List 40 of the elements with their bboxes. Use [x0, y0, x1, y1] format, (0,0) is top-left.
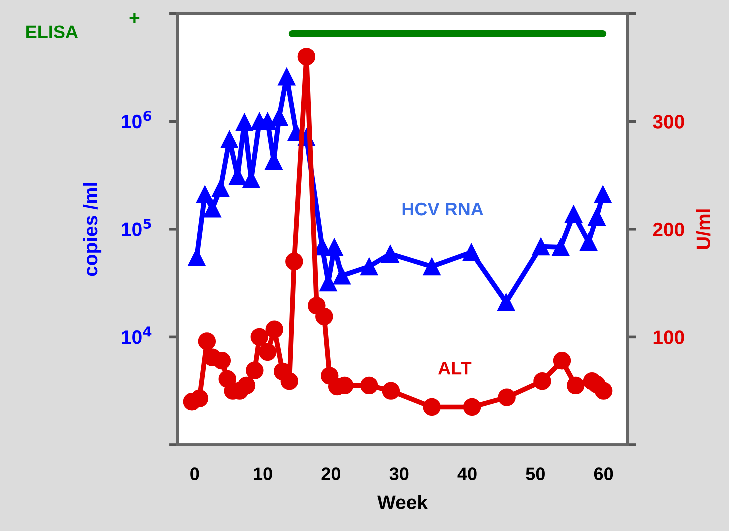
- point: [333, 267, 351, 285]
- x-tick-label: 20: [322, 468, 341, 480]
- x-tick-label: 30: [390, 468, 409, 480]
- series-label: ALT: [438, 362, 472, 375]
- point: [498, 294, 516, 312]
- x-tick-label: 40: [458, 468, 477, 480]
- point: [588, 208, 606, 226]
- y-tick-label: 10$^{4}$: [122, 326, 152, 344]
- series-label: HCV RNA: [402, 202, 484, 216]
- y-tick-label: 10$^{6}$: [122, 110, 152, 129]
- point: [552, 238, 570, 256]
- y-axis-title: copies /ml: [83, 183, 102, 276]
- x-tick-label: 50: [526, 468, 545, 480]
- point: [462, 244, 480, 262]
- point: [196, 186, 214, 204]
- x-axis-title: Week: [378, 495, 428, 510]
- text: ELISA: [26, 26, 78, 38]
- point: [564, 205, 583, 224]
- point: [532, 238, 550, 256]
- x-tick-label: 60: [594, 468, 614, 480]
- point: [204, 200, 222, 218]
- x-tick-label: 0: [190, 468, 200, 480]
- point: [278, 68, 296, 86]
- point: [270, 108, 288, 126]
- x-tick-label: 10: [254, 468, 272, 480]
- text: +: [130, 13, 140, 24]
- y2-axis-title: U/ml: [696, 210, 711, 250]
- y2-tick-label: 200: [653, 222, 684, 237]
- point: [236, 114, 254, 132]
- point: [580, 233, 598, 252]
- y2-tick-label: 300: [653, 115, 684, 129]
- point: [594, 186, 612, 204]
- y2-tick-label: 100: [654, 330, 684, 344]
- point: [360, 258, 378, 276]
- y-tick-label: 10$^{5}$: [122, 218, 152, 236]
- point: [212, 180, 230, 198]
- point: [326, 238, 344, 256]
- point: [220, 130, 239, 149]
- point: [382, 245, 400, 263]
- point: [423, 258, 441, 276]
